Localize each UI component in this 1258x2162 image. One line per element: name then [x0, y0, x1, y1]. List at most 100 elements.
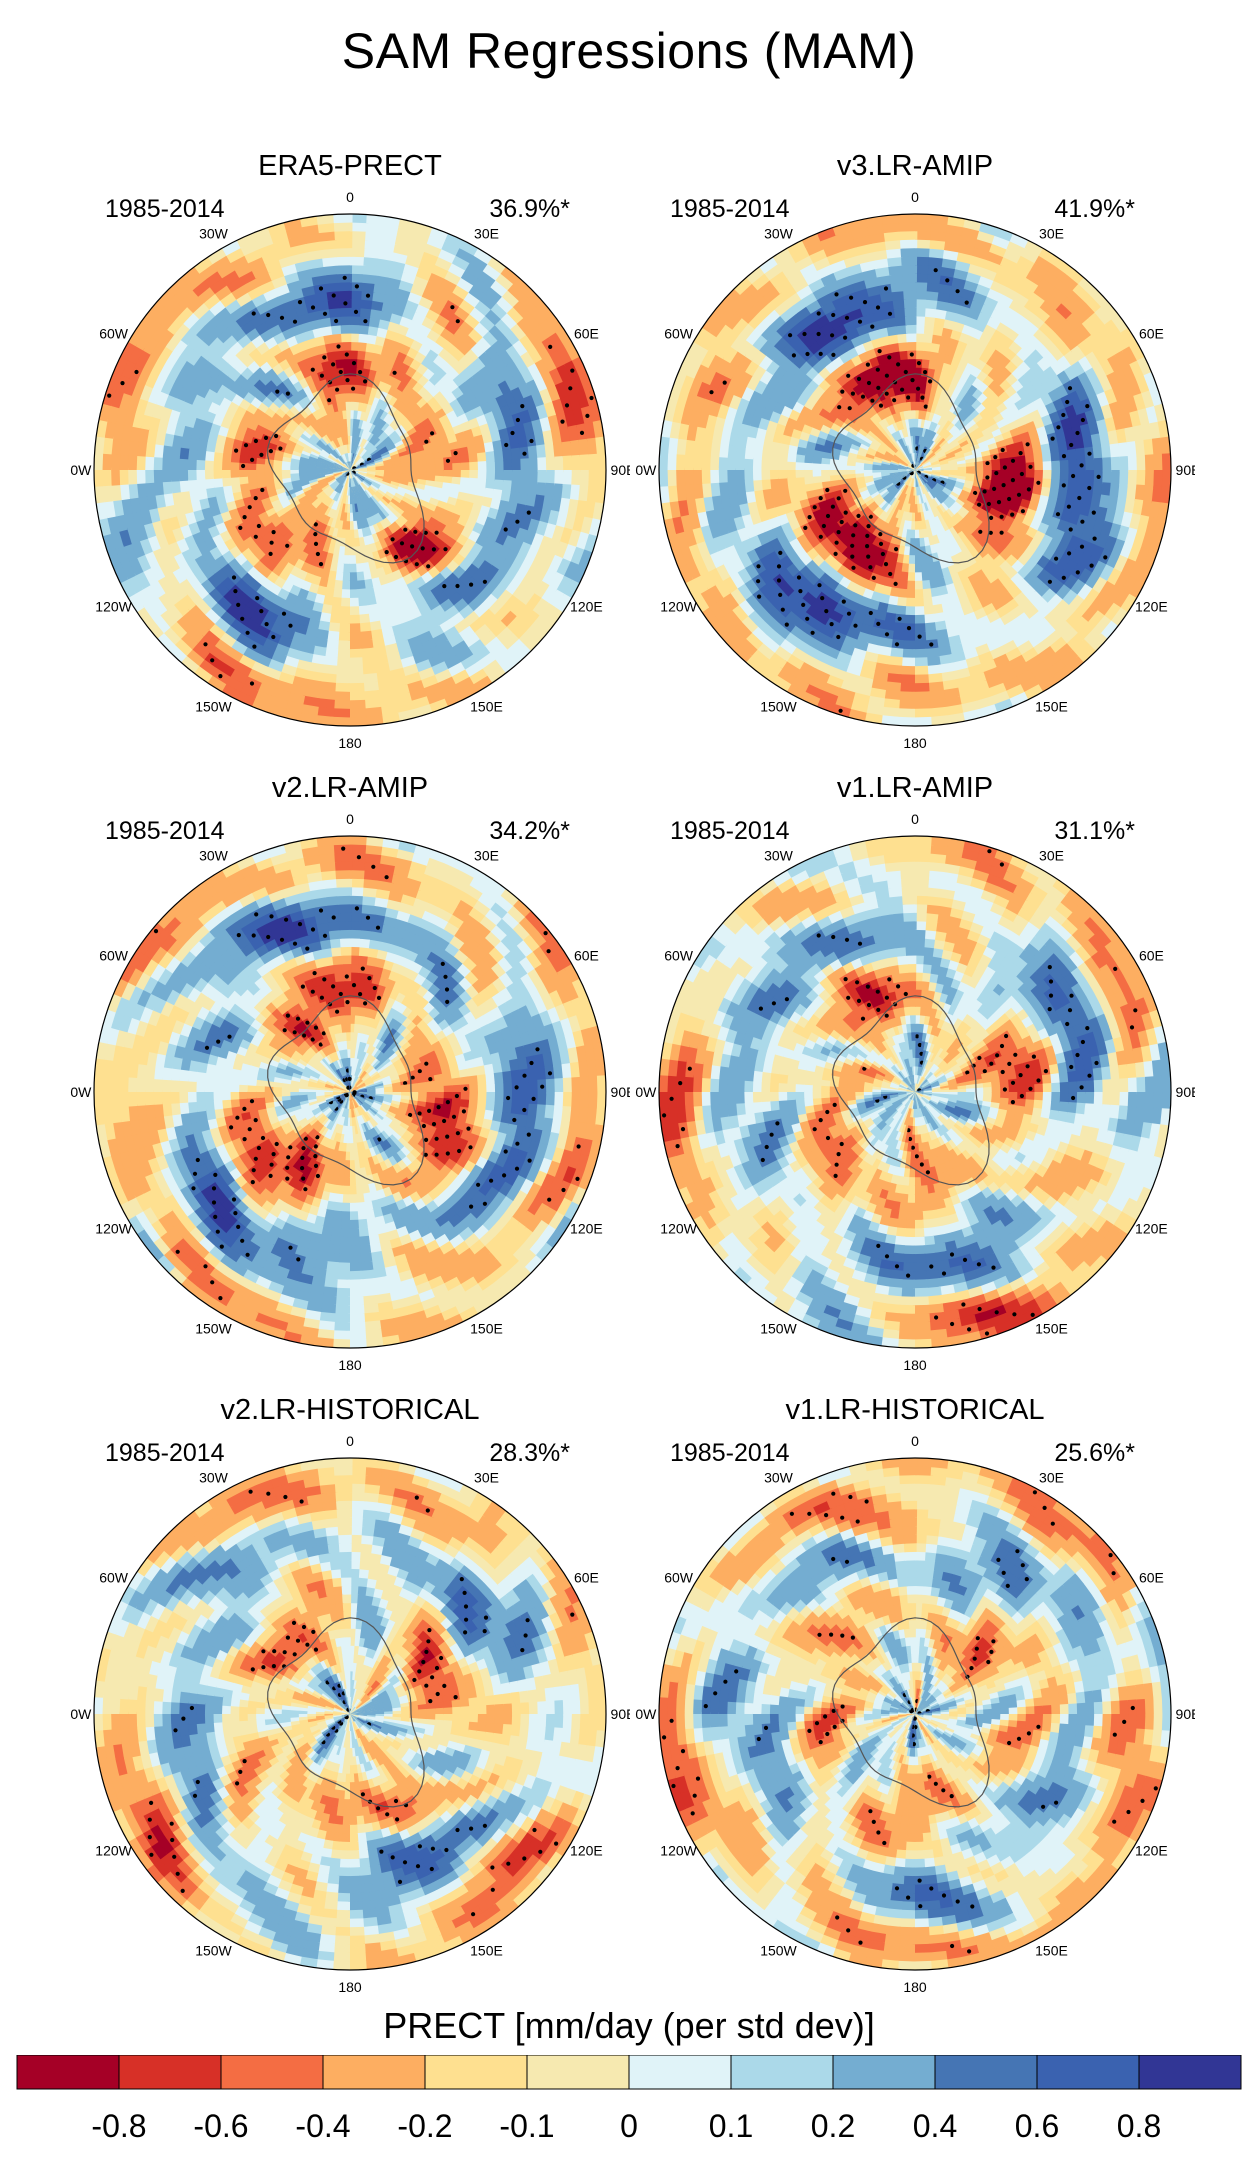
heatmap-cell: [968, 439, 979, 448]
heatmap-cell: [998, 505, 1011, 517]
heatmap-cell: [448, 441, 460, 451]
heatmap-cell: [577, 549, 593, 571]
significance-dot: [989, 515, 994, 520]
significance-dot: [570, 368, 575, 373]
heatmap-cell: [1048, 441, 1060, 454]
heatmap-cell: [778, 450, 789, 462]
heatmap-cell: [366, 471, 377, 474]
heatmap-cell: [352, 477, 357, 487]
significance-dot: [877, 349, 882, 354]
heatmap-cell: [337, 456, 345, 464]
heatmap-cell: [127, 481, 139, 499]
heatmap-cell: [531, 391, 546, 409]
heatmap-cell: [245, 668, 266, 684]
heatmap-cell: [489, 498, 502, 512]
heatmap-cell: [382, 476, 393, 482]
heatmap-cell: [915, 464, 923, 470]
heatmap-cell: [225, 499, 237, 512]
heatmap-cell: [359, 437, 366, 448]
heatmap-cell: [463, 428, 475, 441]
heatmap-cell: [339, 485, 345, 495]
heatmap-cell: [923, 447, 930, 456]
heatmap-cell: [305, 440, 315, 449]
heatmap-cell: [357, 473, 366, 479]
heatmap-cell: [364, 477, 374, 484]
heatmap-cell: [170, 456, 180, 470]
heatmap-cell: [860, 439, 871, 448]
heatmap-cell: [906, 470, 915, 474]
heatmap-cell: [318, 681, 336, 692]
heatmap-cell: [324, 461, 334, 466]
heatmap-cell: [869, 503, 879, 513]
heatmap-cell: [308, 609, 322, 622]
heatmap-cell: [812, 475, 822, 484]
heatmap-cell: [900, 358, 910, 369]
heatmap-cell: [880, 407, 890, 419]
heatmap-cell: [318, 481, 328, 488]
heatmap-cell: [356, 358, 366, 369]
heatmap-cell: [903, 614, 915, 625]
heatmap-cell: [376, 428, 385, 439]
heatmap-cell: [923, 471, 933, 475]
heatmap-cell: [336, 457, 344, 465]
heatmap-cell: [406, 427, 418, 437]
heatmap-cell: [307, 310, 322, 322]
heatmap-cell: [373, 503, 382, 514]
heatmap-cell: [888, 525, 896, 536]
heatmap-cell: [161, 468, 172, 483]
heatmap-cell: [878, 430, 888, 440]
heatmap-cell: [929, 587, 941, 598]
heatmap-cell: [426, 464, 436, 471]
heatmap-cell: [889, 472, 899, 476]
heatmap-cell: [930, 431, 937, 441]
heatmap-cell: [375, 441, 385, 450]
heatmap-cell: [180, 264, 202, 284]
heatmap-cell: [926, 450, 934, 459]
significance-dot: [846, 611, 852, 616]
heatmap-cell: [206, 495, 219, 508]
heatmap-cell: [200, 506, 213, 520]
significance-dot: [442, 584, 447, 589]
heatmap-cell: [1034, 470, 1044, 480]
heatmap-cell: [921, 457, 929, 465]
heatmap-cell: [308, 455, 318, 462]
heatmap-cell: [931, 464, 941, 468]
significance-dot: [820, 596, 825, 601]
heatmap-cell: [909, 529, 915, 539]
heatmap-cell: [777, 468, 788, 479]
heatmap-cell: [346, 478, 349, 488]
heatmap-cell: [931, 603, 944, 615]
heatmap-cell: [586, 485, 598, 505]
heatmap-cell: [892, 421, 900, 432]
heatmap-cell: [938, 503, 947, 514]
heatmap-cell: [342, 470, 350, 476]
heatmap-cell: [882, 479, 892, 486]
heatmap-cell: [877, 326, 890, 339]
heatmap-cell: [392, 495, 403, 504]
heatmap-cell: [787, 443, 799, 455]
heatmap-cell: [350, 470, 355, 479]
heatmap-cell: [877, 510, 887, 521]
heatmap-cell: [363, 715, 384, 726]
heatmap-cell: [900, 562, 909, 573]
heatmap-cell: [364, 351, 375, 362]
significance-dot: [875, 367, 880, 372]
heatmap-cell: [878, 499, 887, 509]
heatmap-cell: [938, 593, 951, 605]
heatmap-cell: [375, 502, 385, 512]
heatmap-cell: [875, 421, 885, 432]
heatmap-cell: [915, 470, 921, 478]
heatmap-cell: [752, 447, 763, 460]
heatmap-cell: [146, 493, 158, 511]
heatmap-cell: [309, 266, 327, 278]
significance-dot: [231, 575, 237, 580]
heatmap-cell: [762, 438, 773, 452]
significance-dot: [843, 335, 848, 340]
heatmap-cell: [906, 470, 915, 474]
heatmap-cell: [371, 300, 386, 312]
heatmap-cell: [926, 429, 932, 439]
heatmap-cell: [261, 250, 281, 265]
heatmap-cell: [786, 451, 797, 463]
heatmap-cell: [355, 563, 364, 573]
heatmap-cell: [891, 412, 899, 423]
